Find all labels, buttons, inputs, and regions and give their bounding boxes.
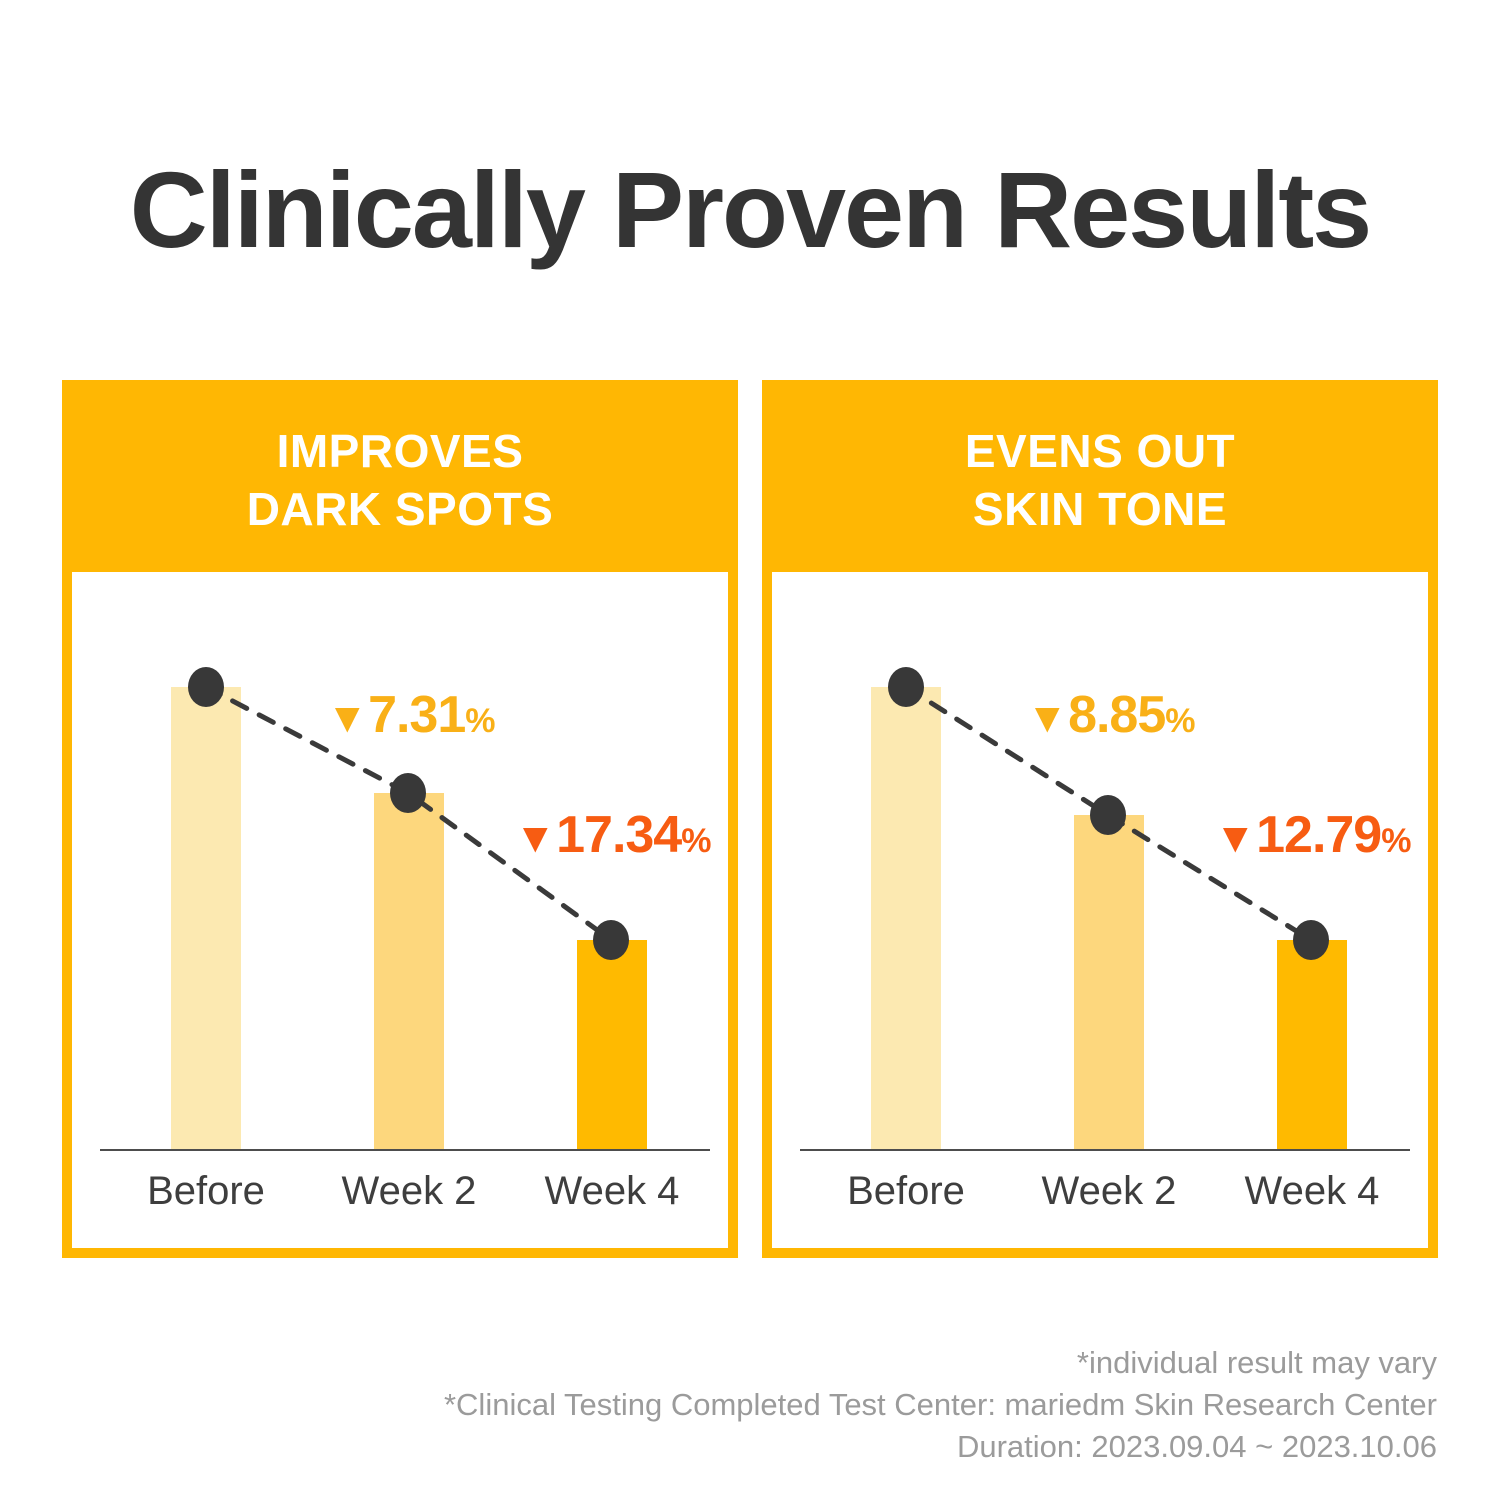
drop-unit: % <box>681 822 712 860</box>
data-point-dot <box>593 920 629 960</box>
panel-heading-line: EVENS OUT <box>964 425 1236 478</box>
drop-value: 12.79 <box>1256 806 1382 864</box>
trend-line-chart <box>188 667 629 960</box>
down-triangle-icon: ▼ <box>514 814 557 861</box>
footnote-line: Duration: 2023.09.04 ~ 2023.10.06 <box>956 1429 1437 1465</box>
x-axis-label-week4: Week 4 <box>1244 1169 1380 1213</box>
bar-chart-skin-tone: ▼8.85% ▼12.79% Before Week 2 Week 4 <box>772 572 1428 1248</box>
bar-week2 <box>1074 815 1144 1150</box>
bar-week2 <box>374 793 444 1150</box>
drop-unit: % <box>1165 702 1196 740</box>
x-axis-line <box>100 1149 710 1151</box>
down-triangle-icon: ▼ <box>1214 814 1257 861</box>
drop-label-week4: ▼17.34% <box>515 805 712 865</box>
x-axis-label-before: Before <box>147 1169 265 1213</box>
footnote-line: *individual result may vary <box>1076 1345 1437 1380</box>
drop-unit: % <box>465 702 496 740</box>
panel-heading-line: SKIN TONE <box>972 483 1228 535</box>
drop-unit: % <box>1381 822 1412 860</box>
x-axis-label-before: Before <box>847 1169 965 1213</box>
down-triangle-icon: ▼ <box>1026 694 1069 741</box>
footnote-line: *Clinical Testing Completed Test Center:… <box>443 1387 1437 1423</box>
x-axis-label-week2: Week 2 <box>1041 1169 1177 1213</box>
drop-value: 8.85 <box>1068 686 1166 744</box>
footnotes: *individual result may vary *Clinical Te… <box>444 1342 1437 1468</box>
page-title: Clinically Proven Results <box>129 149 1372 270</box>
panel-improves-dark-spots: IMPROVES DARK SPOTS ▼7.31% ▼17.34% Befor… <box>62 380 738 1258</box>
bar-week4 <box>577 940 647 1150</box>
trend-line-chart <box>888 667 1329 960</box>
data-point-dot <box>1090 795 1126 835</box>
bar-chart-dark-spots: ▼7.31% ▼17.34% Before Week 2 Week 4 <box>72 572 728 1248</box>
panel-header-improves-dark-spots: IMPROVES DARK SPOTS <box>72 390 728 572</box>
drop-label-week2: ▼8.85% <box>1026 685 1195 745</box>
bar-before <box>871 687 941 1150</box>
bar-before <box>171 687 241 1150</box>
drop-label-week2: ▼7.31% <box>326 685 495 745</box>
drop-value: 17.34 <box>556 806 682 864</box>
panel-evens-out-skin-tone: EVENS OUT SKIN TONE ▼8.85% ▼12.79% Befor… <box>762 380 1438 1258</box>
bar-week4 <box>1277 940 1347 1150</box>
data-point-dot <box>188 667 224 707</box>
data-point-dot <box>1293 920 1329 960</box>
panel-header-evens-out-skin-tone: EVENS OUT SKIN TONE <box>772 390 1428 572</box>
x-axis-label-week4: Week 4 <box>544 1169 680 1213</box>
panel-heading-line: IMPROVES <box>276 425 524 478</box>
drop-value: 7.31 <box>368 686 466 744</box>
data-point-dot <box>390 773 426 813</box>
x-axis-label-week2: Week 2 <box>341 1169 477 1213</box>
down-triangle-icon: ▼ <box>326 694 369 741</box>
panel-heading-line: DARK SPOTS <box>246 483 554 535</box>
drop-label-week4: ▼12.79% <box>1215 805 1412 865</box>
x-axis-line <box>800 1149 1410 1151</box>
data-point-dot <box>888 667 924 707</box>
